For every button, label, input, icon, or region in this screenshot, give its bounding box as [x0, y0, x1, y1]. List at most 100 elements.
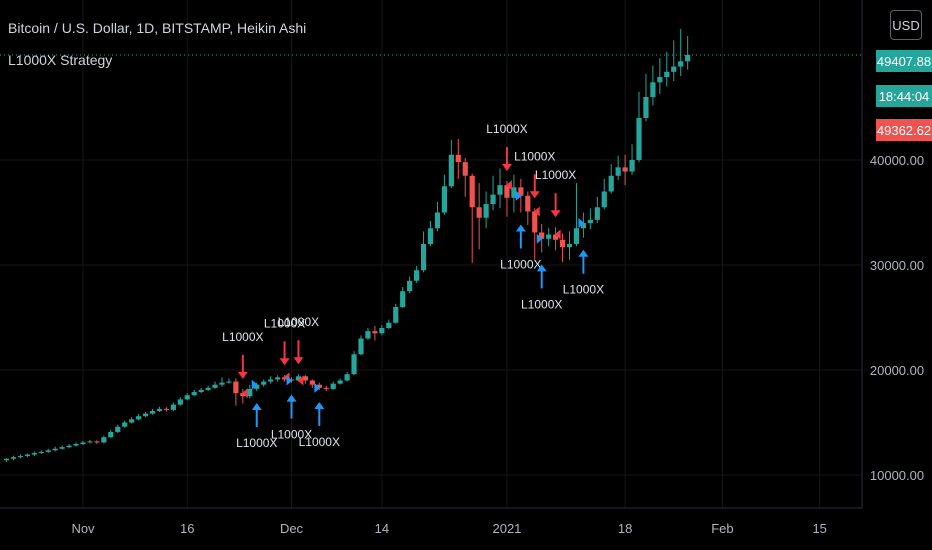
price-axis[interactable]: 10000.00 20000.00 30000.00 40000.00	[870, 153, 924, 483]
sell-signal-label: L1000X	[514, 149, 555, 163]
candle-body	[629, 160, 635, 172]
sell-arrow-head	[529, 191, 540, 199]
sell-signal-label: L1000X	[535, 168, 576, 182]
candle-body	[580, 223, 586, 229]
candle-body	[281, 377, 288, 380]
candle-body	[38, 451, 44, 453]
candle-body	[17, 456, 24, 458]
candle-body	[608, 175, 614, 192]
candles	[3, 28, 691, 462]
candle-body	[80, 442, 86, 445]
candle-body	[191, 392, 197, 396]
time-axis[interactable]: Nov 16 Dec 14 2021 18 Feb 15	[71, 521, 826, 536]
buy-entry-marker	[536, 233, 543, 244]
candle-body	[636, 118, 642, 160]
candle-body	[427, 228, 434, 244]
buy-entry-marker	[251, 379, 258, 390]
price-tick-label: 10000.00	[870, 468, 924, 483]
buy-signal-label: L1000X	[271, 428, 312, 442]
time-tick-label: 16	[180, 521, 194, 536]
candle-body	[483, 204, 489, 218]
candle-body	[3, 458, 10, 461]
buy-arrow-head	[578, 249, 589, 257]
candle-body	[386, 322, 392, 328]
buy-entry-marker	[286, 375, 293, 386]
candle-body	[240, 393, 246, 397]
time-tick-label: 2021	[492, 521, 521, 536]
sell-arrow-head	[279, 358, 290, 366]
candle-body	[115, 426, 121, 432]
buy-arrow-head	[314, 401, 325, 409]
candle-body	[87, 441, 93, 443]
time-tick-label: Nov	[71, 521, 95, 536]
buy-arrow-head	[251, 403, 262, 410]
sell-arrow-head	[237, 371, 248, 379]
sell-signal-label: L1000X	[222, 330, 263, 344]
candle-body	[275, 377, 281, 380]
candle-body	[650, 82, 656, 97]
chart-title[interactable]: Bitcoin / U.S. Dollar, 1D, BITSTAMP, Hei…	[8, 20, 307, 36]
candle-body	[358, 338, 364, 355]
candle-body	[149, 410, 156, 414]
buy-arrow-head	[536, 264, 547, 272]
buy-arrow-head	[515, 224, 526, 232]
candle-body	[163, 408, 169, 410]
candle-body	[573, 228, 580, 244]
sell-signal-label: L1000X	[278, 315, 319, 329]
candle-body	[351, 354, 357, 375]
candle-body	[184, 395, 190, 400]
candle-body	[330, 383, 336, 389]
buy-arrow-head	[286, 394, 297, 402]
candle-body	[295, 376, 302, 381]
candle-body	[261, 381, 267, 385]
candle-body	[365, 331, 371, 339]
secondary-price-tag: 49362.62	[876, 119, 932, 141]
candle-body	[233, 381, 239, 394]
candle-body	[142, 413, 149, 417]
time-tick-label: 18	[618, 521, 632, 536]
candle-body	[309, 380, 315, 385]
candle-body	[434, 212, 441, 229]
sell-entry-marker	[297, 375, 304, 386]
indicator-label[interactable]: L1000X Strategy	[8, 52, 113, 68]
candle-body	[254, 384, 260, 389]
candle-body	[372, 331, 378, 334]
buy-signal-label: L1000X	[299, 435, 340, 449]
candle-body	[678, 61, 684, 67]
candle-body	[532, 211, 538, 233]
bar-countdown-tag: 18:44:04	[876, 85, 932, 107]
candle-body	[94, 441, 100, 443]
candle-body	[400, 291, 406, 307]
candle-body	[247, 388, 253, 397]
candle-body	[219, 382, 225, 385]
candle-body	[212, 384, 218, 388]
candle-body	[101, 437, 107, 443]
price-tick-label: 40000.00	[870, 153, 924, 168]
strategy-signals: L1000XL1000XL1000XL1000XL1000XL1000XL100…	[222, 122, 604, 450]
candle-body	[657, 77, 663, 83]
candle-body	[73, 444, 79, 446]
candle-body	[177, 399, 183, 405]
candle-body	[566, 244, 573, 248]
candle-body	[24, 454, 30, 457]
candle-body	[323, 387, 329, 389]
candle-body	[546, 234, 552, 239]
candle-body	[268, 379, 274, 382]
currency-button[interactable]: USD	[890, 10, 922, 40]
candle-body	[316, 384, 322, 388]
sell-entry-marker	[241, 388, 248, 399]
candle-body	[66, 445, 72, 448]
sell-arrow-head	[293, 357, 304, 365]
candle-body	[622, 167, 628, 172]
buy-entry-marker	[578, 218, 585, 228]
candle-body	[337, 380, 343, 384]
time-tick-label: Dec	[280, 521, 304, 536]
candle-body	[59, 447, 65, 449]
candle-body	[108, 431, 114, 438]
candle-body	[643, 97, 649, 118]
chart-grid	[0, 0, 862, 508]
sell-signal-label: L1000X	[264, 316, 305, 330]
candle-body	[420, 244, 427, 271]
candle-body	[226, 381, 232, 383]
